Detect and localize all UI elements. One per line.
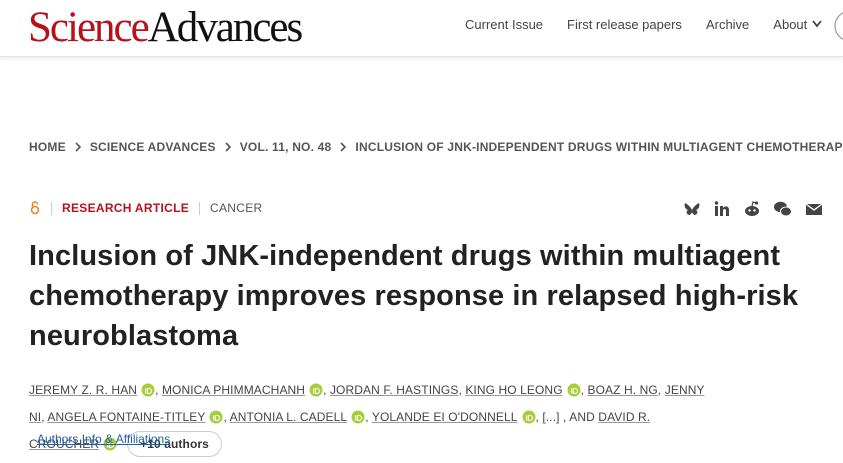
author-name[interactable]: JENNY NI bbox=[29, 383, 705, 424]
site-header: ScienceAdvances Current Issue First rele… bbox=[0, 0, 843, 57]
author-name[interactable]: MONICA PHIMMACHANH bbox=[161, 383, 306, 397]
nav-link[interactable]: About bbox=[773, 17, 823, 32]
author-name[interactable]: ANGELA FONTAINE-TITLEY bbox=[47, 410, 206, 424]
breadcrumb-chevron bbox=[340, 142, 347, 152]
nav-link[interactable]: Archive bbox=[705, 17, 750, 32]
article-subject[interactable]: CANCER bbox=[210, 201, 263, 215]
article-meta: RESEARCH ARTICLE CANCER bbox=[29, 201, 263, 215]
logo[interactable]: ScienceAdvances bbox=[28, 4, 304, 52]
orcid-mark bbox=[357, 414, 363, 422]
separator: , bbox=[223, 410, 227, 424]
reddit-icon[interactable] bbox=[743, 200, 761, 218]
separator: , bbox=[535, 410, 539, 424]
bluesky-icon[interactable] bbox=[683, 200, 701, 218]
author-name[interactable]: JORDAN F. HASTINGS bbox=[329, 383, 459, 397]
orcid-icon[interactable] bbox=[522, 410, 536, 424]
breadcrumb-chevron bbox=[75, 142, 81, 152]
orcid-mark bbox=[315, 387, 321, 395]
orcid-mark bbox=[215, 414, 221, 422]
author-name[interactable]: DAVID R. CROUCHER bbox=[29, 410, 651, 451]
breadcrumb-item[interactable]: VOL. 11, NO. 48 bbox=[239, 140, 332, 154]
chevron-path bbox=[340, 142, 347, 152]
author-name[interactable]: KING HO LEONG bbox=[465, 383, 563, 397]
orcid-mark bbox=[313, 388, 315, 394]
wechat-icon[interactable] bbox=[773, 200, 793, 218]
orcid-mark bbox=[107, 442, 109, 448]
chevron-path bbox=[75, 142, 81, 152]
breadcrumb-item[interactable]: INCLUSION OF JNK-INDEPENDENT DRUGS WITHI… bbox=[355, 140, 843, 154]
author-name[interactable]: ANTONIA L. CADELL bbox=[229, 410, 348, 424]
article-title: Inclusion of JNK-independent drugs withi… bbox=[29, 240, 799, 352]
separator: , bbox=[365, 410, 369, 424]
divider bbox=[199, 201, 201, 215]
orcid-icon[interactable] bbox=[209, 410, 223, 424]
orcid-mark bbox=[570, 388, 572, 394]
breadcrumb-item[interactable]: SCIENCE ADVANCES bbox=[89, 140, 216, 154]
share-icons bbox=[683, 200, 823, 218]
nav-link[interactable]: Current Issue bbox=[465, 17, 544, 32]
divider bbox=[51, 201, 52, 215]
orcid-mark bbox=[145, 388, 147, 394]
orcid-mark bbox=[213, 415, 215, 421]
author-name[interactable]: BOAZ H. NG bbox=[587, 383, 658, 397]
linkedin-icon[interactable] bbox=[713, 200, 731, 218]
nav: Current Issue First release papers Archi… bbox=[465, 17, 823, 32]
open-access-icon bbox=[30, 201, 40, 215]
orcid-mark bbox=[572, 387, 578, 395]
orcid-icon[interactable] bbox=[309, 383, 323, 397]
orcid-icon[interactable] bbox=[103, 437, 117, 451]
more-authors-button[interactable]: +10 authors bbox=[127, 431, 222, 457]
chevron-path bbox=[225, 142, 231, 152]
breadcrumb-chevron bbox=[225, 142, 231, 152]
article-type[interactable]: RESEARCH ARTICLE bbox=[62, 201, 190, 215]
breadcrumb-item[interactable]: HOME bbox=[29, 140, 66, 154]
orcid-mark bbox=[527, 414, 533, 422]
author-name[interactable]: JEREMY Z. R. HAN bbox=[29, 383, 138, 397]
ellipsis[interactable]: [...] bbox=[542, 410, 560, 424]
orcid-icon[interactable] bbox=[567, 383, 581, 397]
and: AND bbox=[569, 410, 595, 424]
separator: , bbox=[657, 383, 662, 397]
nav-label: About bbox=[773, 17, 808, 32]
affiliations-link[interactable]: Authors Info & Affiliations bbox=[37, 432, 171, 446]
separator: , bbox=[41, 410, 45, 424]
separator: , bbox=[323, 383, 327, 397]
orcid-mark bbox=[525, 415, 527, 421]
author-name[interactable]: YOLANDE EI O'DONNELL bbox=[371, 410, 518, 424]
separator: , bbox=[563, 410, 567, 424]
chevron-icon bbox=[812, 20, 822, 28]
nav-link[interactable]: First release papers bbox=[567, 17, 682, 32]
orcid-mark bbox=[109, 441, 115, 449]
separator: , bbox=[155, 383, 159, 397]
separator: , bbox=[580, 383, 585, 397]
separator: , bbox=[458, 383, 462, 397]
logo-advances: Advances bbox=[147, 4, 304, 51]
breadcrumb: HOME SCIENCE ADVANCES VOL. 11, NO. 48 INCLU… bbox=[29, 140, 843, 154]
orcid-mark bbox=[355, 415, 357, 421]
orcid-icon[interactable] bbox=[351, 410, 365, 424]
search-button[interactable] bbox=[830, 6, 843, 46]
logo-science: Science bbox=[28, 4, 150, 51]
email-icon[interactable] bbox=[805, 200, 823, 218]
author-list: JEREMY Z. R. HAN, MONICA PHIMMACHANH, JO… bbox=[29, 377, 709, 458]
orcid-icon[interactable] bbox=[141, 383, 155, 397]
orcid-mark bbox=[147, 387, 153, 395]
